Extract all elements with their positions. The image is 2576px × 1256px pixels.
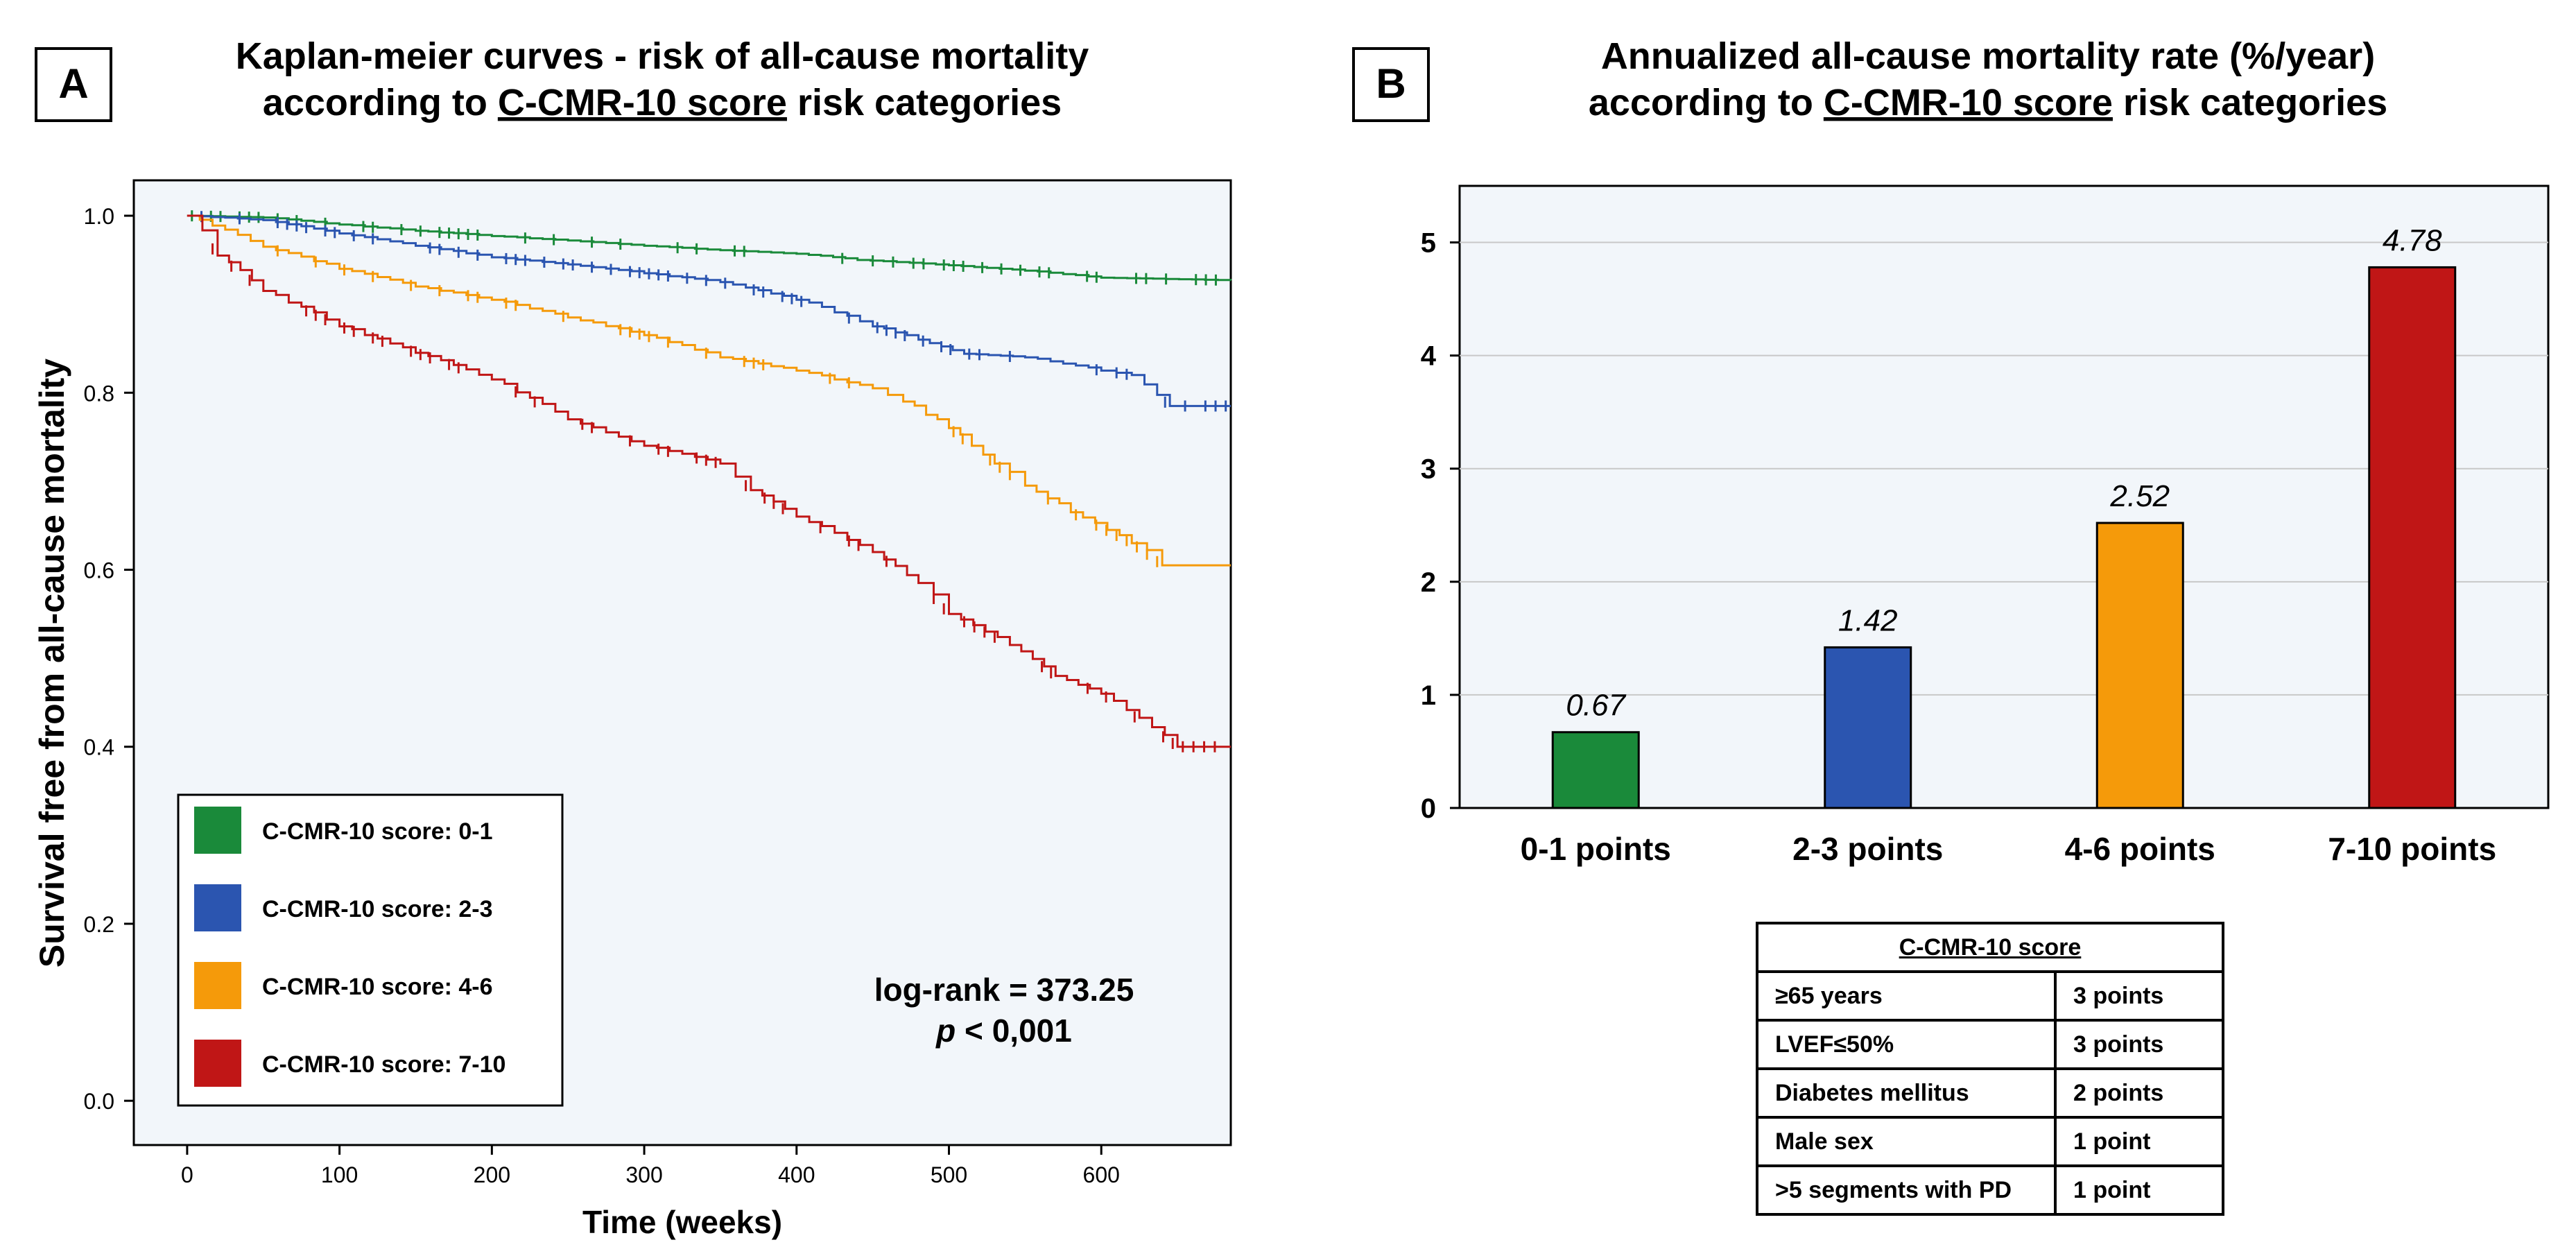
legend-label-4-6: C-CMR-10 score: 4-6	[262, 974, 493, 1000]
legend-swatch-7-10	[194, 1040, 241, 1087]
km-curve-0-1	[187, 214, 1232, 282]
score-points: 1 point	[2054, 1164, 2224, 1216]
km-censor-marks-4-6	[276, 245, 1159, 567]
km-y-axis-label: Survival free from all-cause mortality	[33, 359, 71, 967]
panel-a-title-line1: Kaplan-meier curves - risk of all-cause …	[236, 35, 1089, 77]
km-logrank-stat: log-rank = 373.25	[874, 972, 1134, 1008]
bar-value-label: 0.67	[1566, 689, 1626, 723]
table-row: >5 segments with PD 1 point	[1756, 1164, 2224, 1216]
legend-label-0-1: C-CMR-10 score: 0-1	[262, 818, 493, 845]
legend-label-2-3: C-CMR-10 score: 2-3	[262, 896, 493, 922]
km-curve-2-3	[187, 214, 1231, 407]
panel-b-letter-box	[1352, 47, 1430, 122]
score-criterion: Diabetes mellitus	[1756, 1067, 2057, 1119]
bar-value-label: 2.52	[2109, 479, 2170, 513]
km-curve-7-10	[187, 214, 1231, 748]
score-points: 2 points	[2054, 1067, 2224, 1119]
bar-plot-area	[1458, 184, 2550, 809]
bar-y-tick-label: 0	[1421, 793, 1436, 824]
panel-a-title-line2: according to C-CMR-10 score risk categor…	[263, 82, 1062, 123]
km-x-tick-label: 600	[1083, 1162, 1120, 1187]
km-censor-marks-0-1	[191, 210, 1217, 286]
bar-y-tick-label: 4	[1421, 341, 1437, 372]
km-legend: C-CMR-10 score: 0-1 C-CMR-10 score: 2-3 …	[177, 793, 564, 1107]
score-points: 1 point	[2054, 1116, 2224, 1167]
score-criterion: >5 segments with PD	[1756, 1164, 2057, 1216]
km-y-tick-label: 0.8	[84, 381, 114, 406]
km-y-tick-label: 1.0	[84, 204, 114, 229]
legend-swatch-0-1	[194, 807, 241, 854]
table-row: ≥65 years 3 points	[1756, 970, 2224, 1022]
km-x-tick-label: 200	[474, 1162, 510, 1187]
panel-b-letter: B	[1376, 60, 1406, 107]
score-points: 3 points	[2054, 970, 2224, 1022]
table-row: Male sex 1 point	[1756, 1116, 2224, 1167]
bar-category-label: 2-3 points	[1792, 831, 1943, 867]
bar-gridlines: 0 1 2 3 4 5	[1421, 228, 2548, 824]
km-axes: 0 100 200 300 400 500 600 0.0 0.2 0.4 0.6 0.8 1.0	[84, 204, 1120, 1187]
km-y-tick-label: 0.0	[84, 1089, 114, 1114]
bar-y-tick-label: 2	[1421, 567, 1436, 598]
panel-a-letter: A	[58, 60, 88, 107]
bar-7-10	[2368, 266, 2457, 809]
score-table-header-row: C-CMR-10 score	[1756, 922, 2224, 973]
score-criterion: LVEF≤50%	[1756, 1019, 2057, 1070]
km-x-tick-label: 500	[931, 1162, 967, 1187]
legend-label-7-10: C-CMR-10 score: 7-10	[262, 1051, 505, 1078]
score-criterion: Male sex	[1756, 1116, 2057, 1167]
panel-b-title-line2: according to C-CMR-10 score risk categor…	[1589, 82, 2387, 123]
bar-2-3	[1824, 646, 1912, 809]
legend-swatch-2-3	[194, 884, 241, 931]
km-p-value: p < 0,001	[935, 1013, 1072, 1049]
bar-category-label: 7-10 points	[2328, 831, 2496, 867]
bar-y-tick-label: 5	[1421, 228, 1436, 259]
km-curves	[187, 210, 1232, 752]
km-censor-marks-7-10	[211, 243, 1216, 752]
km-x-tick-label: 400	[778, 1162, 815, 1187]
bar-y-tick-label: 3	[1421, 454, 1436, 485]
km-y-tick-label: 0.6	[84, 558, 114, 583]
score-table: C-CMR-10 score ≥65 years 3 points LVEF≤5…	[1756, 922, 2224, 1216]
bar-marks: 0.67 0-1 points 1.42 2-3 points 2.52 4-6 poin…	[1521, 223, 2497, 867]
km-x-tick-label: 300	[625, 1162, 662, 1187]
bar-category-label: 0-1 points	[1521, 831, 1671, 867]
bar-y-tick-label: 1	[1421, 680, 1436, 711]
bar-value-label: 4.78	[2383, 223, 2442, 257]
km-curve-4-6	[187, 214, 1231, 567]
km-legend-box	[177, 793, 564, 1107]
legend-swatch-4-6	[194, 962, 241, 1009]
table-row: LVEF≤50% 3 points	[1756, 1019, 2224, 1070]
score-criterion: ≥65 years	[1756, 970, 2057, 1022]
bar-category-label: 4-6 points	[2065, 831, 2215, 867]
bar-value-label: 1.42	[1838, 603, 1898, 637]
bar-0-1	[1551, 731, 1640, 809]
panel-b-title-line1: Annualized all-cause mortality rate (%/y…	[1601, 35, 2375, 77]
km-x-tick-label: 0	[181, 1162, 193, 1187]
table-row: Diabetes mellitus 2 points	[1756, 1067, 2224, 1119]
km-x-axis-label: Time (weeks)	[582, 1204, 782, 1240]
panel-a-letter-box	[35, 47, 112, 122]
bar-4-6	[2095, 522, 2184, 809]
score-table-header: C-CMR-10 score	[1756, 922, 2224, 973]
km-y-tick-label: 0.2	[84, 912, 114, 937]
km-x-tick-label: 100	[321, 1162, 358, 1187]
km-y-tick-label: 0.4	[84, 735, 114, 760]
score-points: 3 points	[2054, 1019, 2224, 1070]
